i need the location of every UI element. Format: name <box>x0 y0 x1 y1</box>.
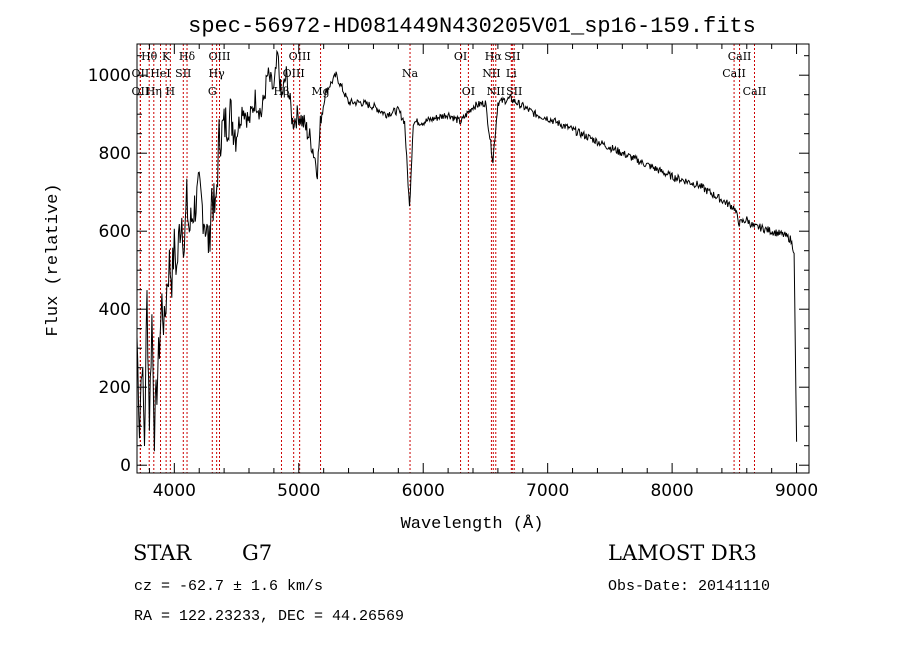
coordinates-text: RA = 122.23233, DEC = 44.26569 <box>134 608 404 625</box>
y-tick-label: 200 <box>99 378 131 398</box>
line-marker-label: HeI <box>150 67 170 80</box>
line-marker-label: SII <box>175 67 191 80</box>
y-tick-label: 600 <box>99 222 131 242</box>
line-marker-label: NII <box>482 67 500 80</box>
line-marker-label: Hα <box>485 50 503 63</box>
object-subclass: G7 <box>242 541 272 565</box>
y-tick-label: 400 <box>99 300 131 320</box>
line-marker-label: Na <box>402 67 419 80</box>
line-marker-label: OIII <box>283 67 305 80</box>
chart-title: spec-56972-HD081449N430205V01_sp16-159.f… <box>188 14 756 39</box>
line-marker-label: Hγ <box>209 67 226 80</box>
line-marker-label: OIII <box>289 50 311 63</box>
x-tick-label: 6000 <box>402 481 445 501</box>
spectrum-line <box>136 49 798 452</box>
line-marker-label: Hη <box>146 85 162 98</box>
line-marker-label: SII <box>506 85 522 98</box>
survey-name: LAMOST DR3 <box>608 541 757 565</box>
line-markers <box>139 44 755 473</box>
x-axis-ticks: 4000 5000 6000 7000 8000 9000 <box>148 44 818 501</box>
line-marker-label: Li <box>506 67 517 80</box>
object-class: STAR <box>133 541 192 565</box>
x-tick-label: 4000 <box>153 481 196 501</box>
x-axis-label: Wavelength (Å) <box>401 515 544 534</box>
line-marker-label: CaII <box>743 85 767 98</box>
y-tick-label: 0 <box>120 456 131 476</box>
line-marker-label: K <box>162 50 171 63</box>
line-marker-label: H <box>166 85 176 98</box>
line-marker-label: SII <box>504 50 520 63</box>
y-axis-label: Flux (relative) <box>44 183 63 336</box>
y-tick-label: 800 <box>99 144 131 164</box>
line-marker-label: CaII <box>728 50 752 63</box>
line-marker-label: Hθ <box>141 50 158 63</box>
x-tick-label: 7000 <box>526 481 569 501</box>
line-marker-label: OIII <box>208 50 230 63</box>
velocity-text: cz = -62.7 ± 1.6 km/s <box>134 578 323 595</box>
x-tick-label: 8000 <box>650 481 693 501</box>
line-marker-label: OI <box>454 50 467 63</box>
x-tick-label: 9000 <box>775 481 818 501</box>
line-marker-label: CaII <box>722 67 746 80</box>
x-tick-label: 5000 <box>277 481 320 501</box>
line-marker-label: Hδ <box>179 50 196 63</box>
line-marker-label: OII <box>132 85 150 98</box>
y-tick-label: 1000 <box>88 66 131 86</box>
line-marker-label: G <box>208 85 217 98</box>
line-marker-label: OII <box>132 67 150 80</box>
obs-date-text: Obs-Date: 20141110 <box>608 578 770 595</box>
line-marker-label: NII <box>487 85 505 98</box>
y-axis-ticks: 0 200 400 600 800 1000 <box>88 55 809 476</box>
line-marker-label: OI <box>462 85 475 98</box>
